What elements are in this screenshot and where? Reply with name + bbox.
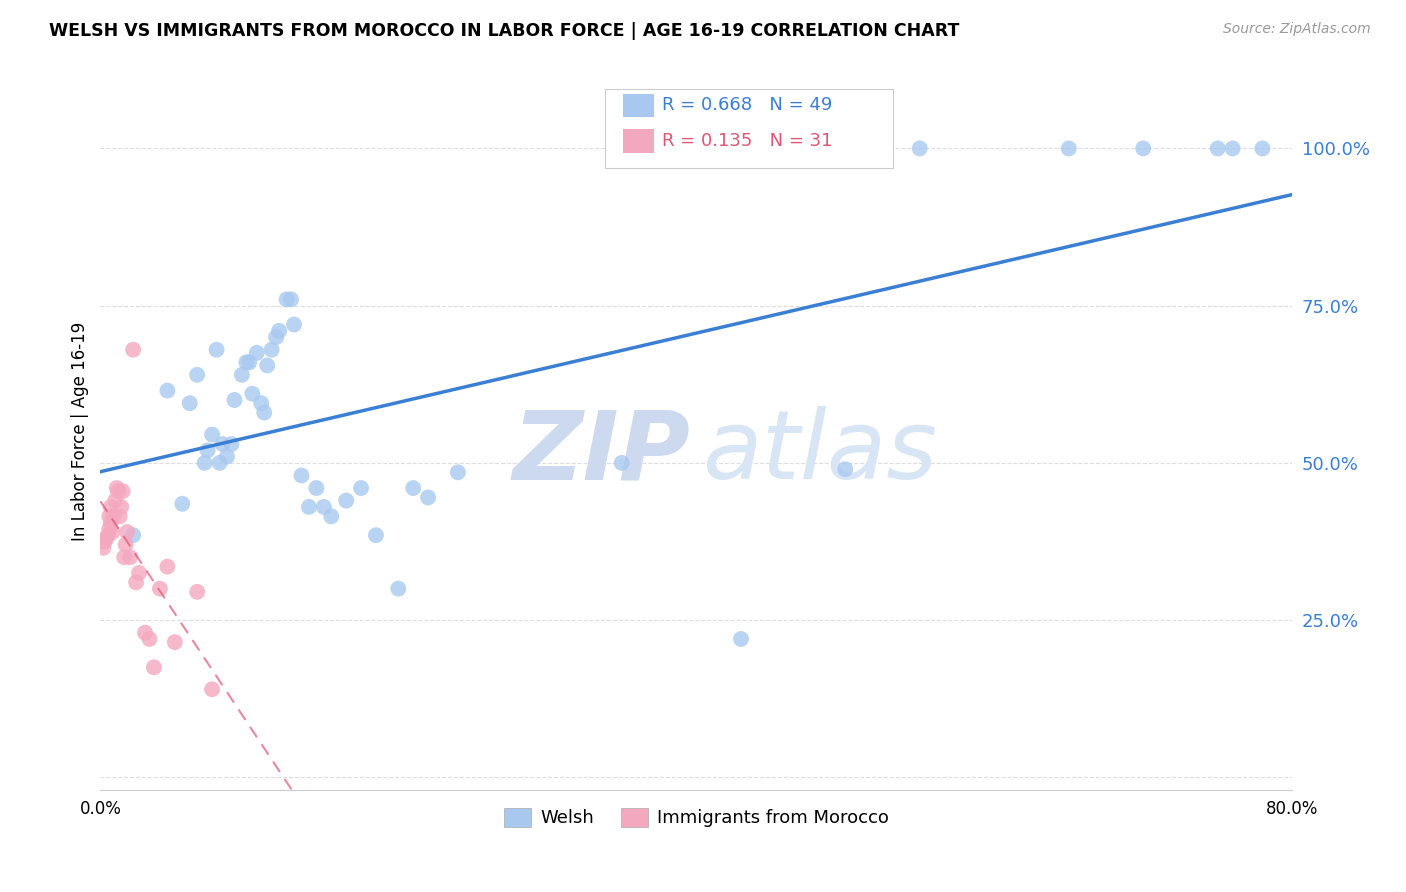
Point xyxy=(238,355,260,369)
Point xyxy=(114,538,136,552)
Point xyxy=(256,359,278,373)
Point xyxy=(91,541,114,555)
Point xyxy=(235,355,257,369)
Text: Source: ZipAtlas.com: Source: ZipAtlas.com xyxy=(1223,22,1371,37)
Point xyxy=(122,528,145,542)
Point xyxy=(201,682,224,697)
Point xyxy=(1251,141,1274,155)
Point xyxy=(1206,141,1229,155)
Point xyxy=(108,509,131,524)
Point xyxy=(104,493,127,508)
Point xyxy=(276,293,298,307)
Point xyxy=(834,462,856,476)
Point xyxy=(447,466,470,480)
Point xyxy=(335,493,357,508)
Point xyxy=(211,437,233,451)
Text: R = 0.668   N = 49: R = 0.668 N = 49 xyxy=(662,96,832,114)
Point xyxy=(253,406,276,420)
Point xyxy=(260,343,283,357)
Point xyxy=(1132,141,1154,155)
Point xyxy=(100,500,122,514)
Point xyxy=(402,481,425,495)
Point xyxy=(194,456,217,470)
Point xyxy=(305,481,328,495)
Point xyxy=(111,484,134,499)
Point xyxy=(610,456,633,470)
Point xyxy=(290,468,312,483)
Point xyxy=(908,141,931,155)
Point xyxy=(416,491,439,505)
Point xyxy=(246,346,269,360)
Point xyxy=(730,632,752,646)
Point xyxy=(186,584,208,599)
Point xyxy=(312,500,335,514)
Text: atlas: atlas xyxy=(702,407,938,500)
Point xyxy=(100,516,122,530)
Point xyxy=(231,368,253,382)
Point xyxy=(156,384,179,398)
Point xyxy=(115,524,138,539)
Point xyxy=(250,396,273,410)
Point xyxy=(364,528,387,542)
Point xyxy=(94,534,117,549)
Point xyxy=(201,427,224,442)
Point xyxy=(350,481,373,495)
Text: WELSH VS IMMIGRANTS FROM MOROCCO IN LABOR FORCE | AGE 16-19 CORRELATION CHART: WELSH VS IMMIGRANTS FROM MOROCCO IN LABO… xyxy=(49,22,959,40)
Point xyxy=(125,575,148,590)
Point xyxy=(221,437,243,451)
Point xyxy=(186,368,208,382)
Point xyxy=(112,550,135,565)
Point xyxy=(264,330,287,344)
Point xyxy=(134,625,156,640)
Point xyxy=(138,632,160,646)
Point xyxy=(172,497,194,511)
Text: R = 0.135   N = 31: R = 0.135 N = 31 xyxy=(662,132,832,150)
Point xyxy=(298,500,321,514)
Point xyxy=(122,343,145,357)
Point xyxy=(1057,141,1080,155)
Text: ZIP: ZIP xyxy=(512,407,690,500)
Point xyxy=(97,528,120,542)
Point xyxy=(128,566,150,580)
Point xyxy=(105,481,128,495)
Point xyxy=(387,582,409,596)
Point xyxy=(269,324,291,338)
Point xyxy=(143,660,166,674)
Point xyxy=(215,450,238,464)
Point xyxy=(224,392,246,407)
Point xyxy=(205,343,228,357)
Y-axis label: In Labor Force | Age 16-19: In Labor Force | Age 16-19 xyxy=(72,322,89,541)
Point xyxy=(197,443,219,458)
Point xyxy=(107,484,129,499)
Point xyxy=(120,550,142,565)
Point xyxy=(149,582,172,596)
Point xyxy=(280,293,302,307)
Point xyxy=(98,522,121,536)
Point xyxy=(208,456,231,470)
Point xyxy=(179,396,201,410)
Point xyxy=(110,500,132,514)
Legend: Welsh, Immigrants from Morocco: Welsh, Immigrants from Morocco xyxy=(496,801,896,835)
Point xyxy=(101,524,124,539)
Point xyxy=(98,509,121,524)
Point xyxy=(240,386,263,401)
Point xyxy=(321,509,343,524)
Point xyxy=(96,532,118,546)
Point xyxy=(103,509,125,524)
Point xyxy=(283,318,305,332)
Point xyxy=(1222,141,1244,155)
Point xyxy=(163,635,186,649)
Point xyxy=(156,559,179,574)
